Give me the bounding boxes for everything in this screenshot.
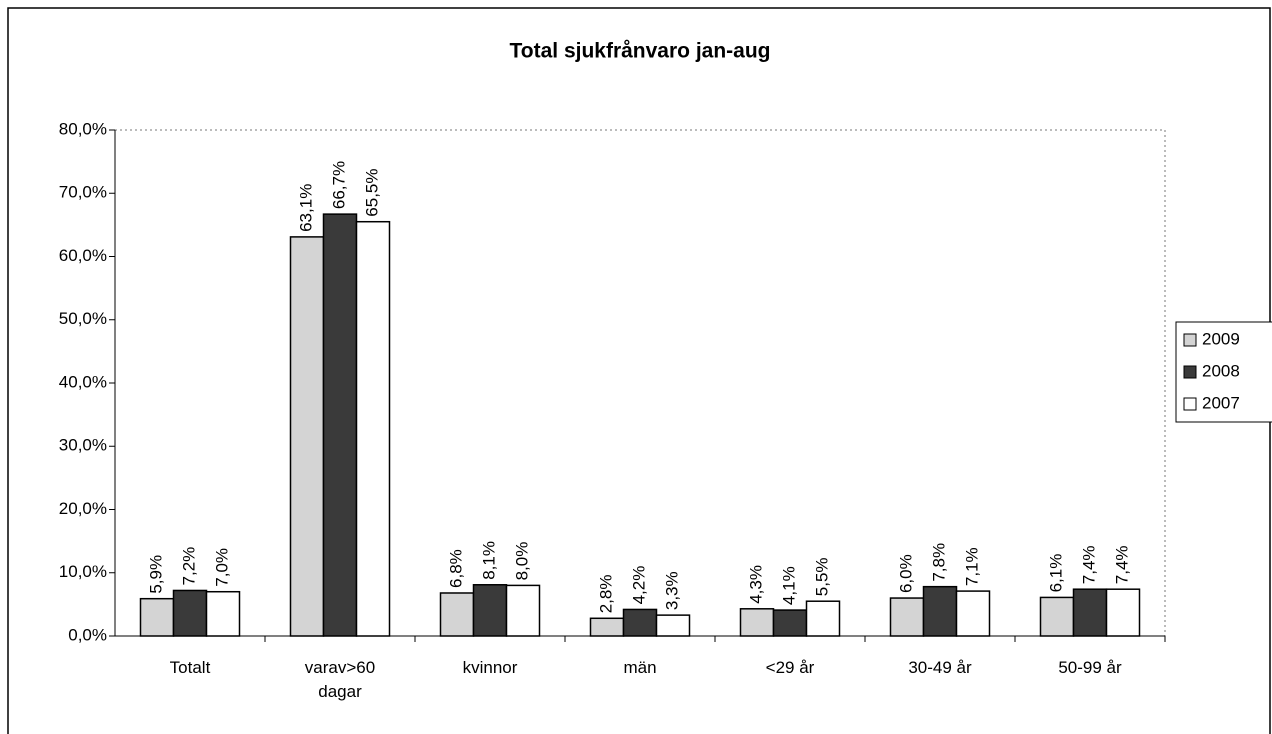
data-label: 4,3% xyxy=(746,565,765,604)
x-tick-label: Totalt xyxy=(169,658,211,677)
bar xyxy=(322,213,358,637)
data-label: 7,2% xyxy=(179,547,198,586)
bar xyxy=(172,589,208,637)
bar xyxy=(472,584,508,637)
bar xyxy=(355,220,391,637)
data-label: 7,0% xyxy=(212,548,231,587)
bar xyxy=(589,617,625,637)
bar xyxy=(439,592,475,637)
data-label: 5,5% xyxy=(812,557,831,596)
y-tick-label: 80,0% xyxy=(59,119,107,138)
data-label: 4,1% xyxy=(779,566,798,605)
y-tick-label: 30,0% xyxy=(59,436,107,455)
y-tick-label: 0,0% xyxy=(68,625,107,644)
legend-label: 2008 xyxy=(1202,361,1240,380)
data-label: 63,1% xyxy=(296,184,315,232)
bar xyxy=(205,590,241,637)
y-tick-label: 50,0% xyxy=(59,309,107,328)
data-label: 2,8% xyxy=(596,575,615,614)
y-tick-label: 60,0% xyxy=(59,246,107,265)
bar xyxy=(655,614,691,637)
bar xyxy=(805,600,841,637)
bar xyxy=(1072,588,1108,637)
legend-swatch xyxy=(1183,365,1197,379)
bar xyxy=(622,608,658,637)
data-label: 7,1% xyxy=(962,547,981,586)
x-tick-label: 50-99 år xyxy=(1058,658,1122,677)
y-tick-label: 40,0% xyxy=(59,372,107,391)
x-tick-label: kvinnor xyxy=(462,658,518,677)
data-label: 6,8% xyxy=(446,549,465,588)
data-label: 4,2% xyxy=(629,566,648,605)
bar xyxy=(1039,596,1075,637)
bar xyxy=(139,597,175,637)
data-label: 7,4% xyxy=(1112,545,1131,584)
x-tick-label: män xyxy=(623,658,657,677)
data-label: 5,9% xyxy=(146,555,165,594)
y-tick-label: 20,0% xyxy=(59,499,107,518)
bar xyxy=(505,584,541,637)
legend-label: 2009 xyxy=(1202,329,1240,348)
data-label: 66,7% xyxy=(329,161,348,209)
legend-label: 2007 xyxy=(1202,393,1240,412)
x-tick-label: <29 år xyxy=(765,658,815,677)
plot-area xyxy=(114,129,1166,637)
bar xyxy=(772,609,808,637)
data-label: 6,1% xyxy=(1046,554,1065,593)
bar xyxy=(955,590,991,637)
y-tick-label: 70,0% xyxy=(59,183,107,202)
bar xyxy=(289,236,325,637)
legend-swatch xyxy=(1183,397,1197,411)
data-label: 8,0% xyxy=(512,542,531,581)
data-label: 65,5% xyxy=(362,169,381,217)
x-tick-label: 30-49 år xyxy=(908,658,972,677)
chart-title: Total sjukfrånvaro jan-aug xyxy=(510,40,771,63)
legend-swatch xyxy=(1183,333,1197,347)
x-tick-label: varav>60 dagar xyxy=(304,658,376,701)
bar xyxy=(922,585,958,637)
data-label: 7,4% xyxy=(1079,545,1098,584)
y-tick-label: 10,0% xyxy=(59,562,107,581)
bar xyxy=(739,608,775,637)
bar xyxy=(889,597,925,637)
data-label: 3,3% xyxy=(662,571,681,610)
data-label: 8,1% xyxy=(479,541,498,580)
data-label: 7,8% xyxy=(929,543,948,582)
data-label: 6,0% xyxy=(896,554,915,593)
bar xyxy=(1105,588,1141,637)
